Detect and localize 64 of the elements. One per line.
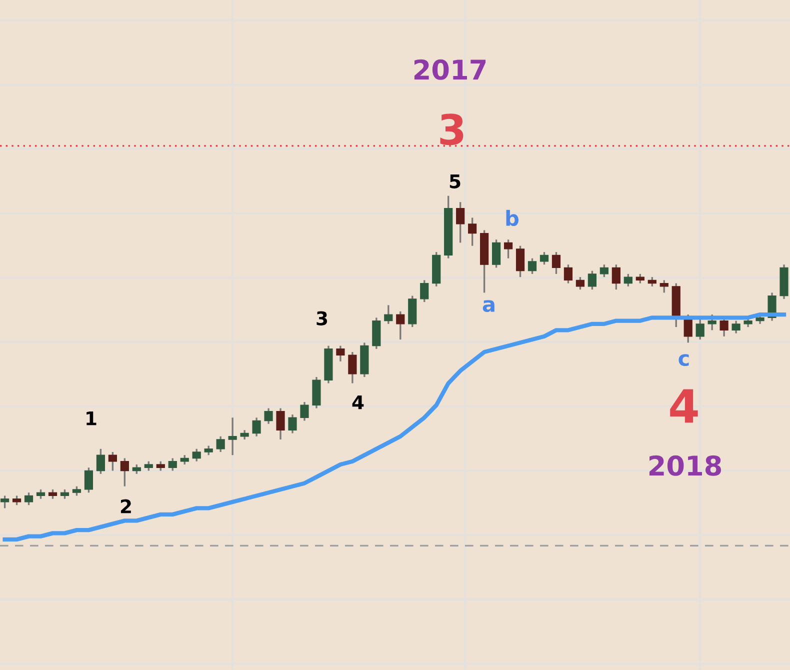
candlestick [156, 460, 165, 472]
candlestick [624, 273, 632, 288]
candlestick [648, 276, 656, 288]
text: 3 [440, 114, 464, 146]
annotation: a [482, 300, 494, 312]
annotation: 1 [86, 412, 96, 426]
candlestick [24, 492, 34, 506]
candlestick [48, 488, 58, 500]
candlestick [228, 416, 237, 456]
candlestick [708, 314, 716, 331]
candlestick [72, 486, 82, 497]
candlestick [264, 407, 273, 425]
candlestick [552, 251, 561, 275]
candlestick [420, 279, 429, 303]
annotation: 4 [670, 389, 698, 423]
candlestick [540, 251, 549, 266]
candlestick [600, 264, 608, 278]
candlestick [108, 451, 117, 472]
candlestick [564, 264, 573, 284]
candlestick [180, 454, 189, 466]
annotation: 3 [316, 311, 328, 326]
candlestick [576, 276, 585, 290]
candlestick [36, 488, 46, 500]
text: 5 [450, 174, 460, 188]
candlestick [240, 429, 249, 440]
candlestick [168, 457, 177, 472]
candlestick [84, 466, 94, 494]
candlestick [216, 436, 225, 453]
candlestick [204, 444, 213, 456]
candlestick [528, 257, 537, 275]
candlestick [660, 279, 668, 294]
candlestick [720, 316, 728, 338]
annotation: 4 [352, 396, 364, 410]
candlestick [636, 273, 644, 284]
candlestick [612, 264, 620, 290]
candlestick [468, 216, 477, 247]
candlestick [696, 316, 704, 340]
text: 2017 [414, 59, 486, 80]
candlestick [120, 457, 129, 488]
annotation: b [506, 210, 519, 226]
candlestick [504, 238, 513, 260]
candlestick [396, 310, 405, 340]
candlestick [384, 304, 393, 325]
candlestick [252, 416, 261, 438]
candlestick [12, 494, 22, 506]
candlestick [60, 488, 70, 500]
candlestick [456, 201, 465, 244]
candlestick [192, 448, 201, 462]
annotation: 2 [120, 499, 131, 514]
candlestick [516, 244, 525, 278]
candlestick [300, 401, 309, 422]
candlestick [276, 407, 285, 440]
candlestick [0, 494, 10, 510]
candlestick [96, 448, 106, 475]
candlestick [348, 351, 357, 384]
candlestick [732, 320, 740, 334]
annotation: 2018 [649, 455, 722, 476]
candlestick [144, 460, 153, 472]
candlestick [288, 414, 297, 434]
candlestick [132, 464, 141, 475]
candlestick [588, 270, 597, 290]
candlestick [492, 238, 501, 269]
annotation: c [678, 354, 689, 366]
candlestick [336, 344, 345, 362]
